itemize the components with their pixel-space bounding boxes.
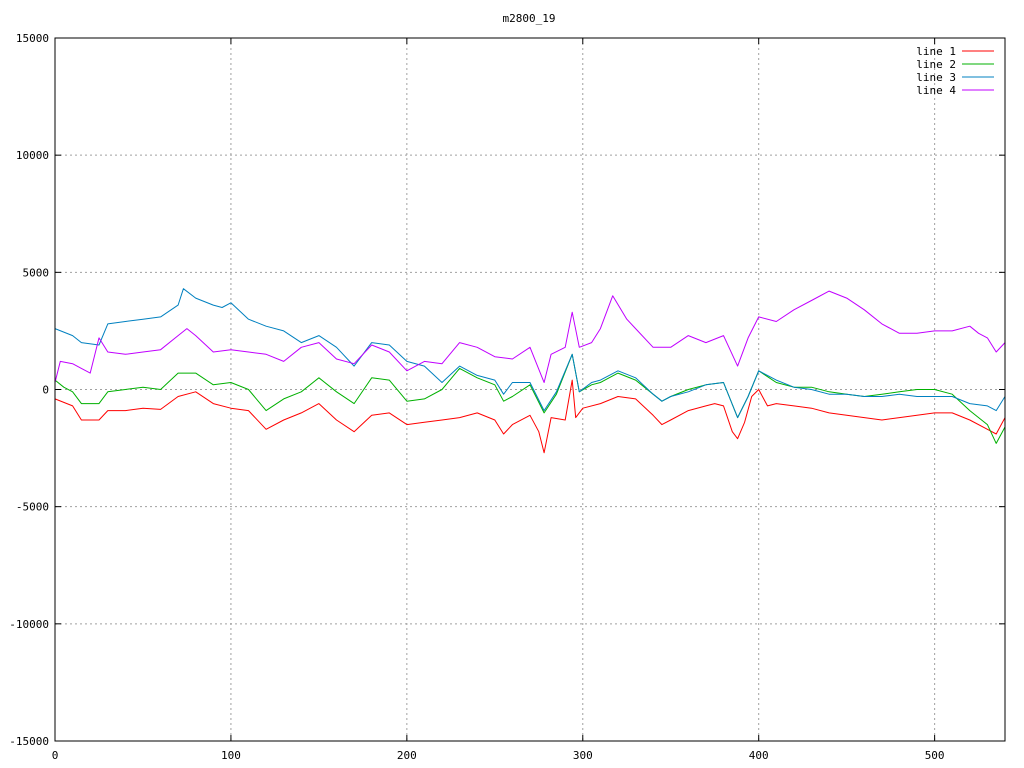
- x-tick-label: 200: [397, 749, 417, 762]
- legend-label-3: line 3: [916, 71, 956, 84]
- y-tick-label: 10000: [16, 149, 49, 162]
- legend-label-4: line 4: [916, 84, 956, 97]
- series-line-3: [54, 288, 1006, 419]
- y-tick-label: 15000: [16, 32, 49, 45]
- x-tick-label: 100: [221, 749, 241, 762]
- y-tick-label: 0: [42, 384, 49, 397]
- chart-title: m2800_19: [503, 12, 556, 25]
- y-tick-label: 5000: [23, 266, 50, 279]
- x-tick-label: 0: [52, 749, 59, 762]
- series-line-1: [54, 379, 1006, 454]
- y-tick-label: -15000: [9, 735, 49, 748]
- legend-label-2: line 2: [916, 58, 956, 71]
- y-tick-label: -10000: [9, 618, 49, 631]
- x-tick-label: 500: [925, 749, 945, 762]
- axes: 0 100 200 300 400 500 -15000 -10000 -5000 0 5000 10…: [9, 32, 1005, 762]
- x-tick-label: 300: [573, 749, 593, 762]
- x-tick-label: 400: [749, 749, 769, 762]
- series-line-2: [54, 353, 1006, 444]
- series-line-4: [54, 290, 1006, 383]
- y-tick-label: -5000: [16, 501, 49, 514]
- legend-label-1: line 1: [916, 45, 956, 58]
- series-layer: [54, 288, 1006, 454]
